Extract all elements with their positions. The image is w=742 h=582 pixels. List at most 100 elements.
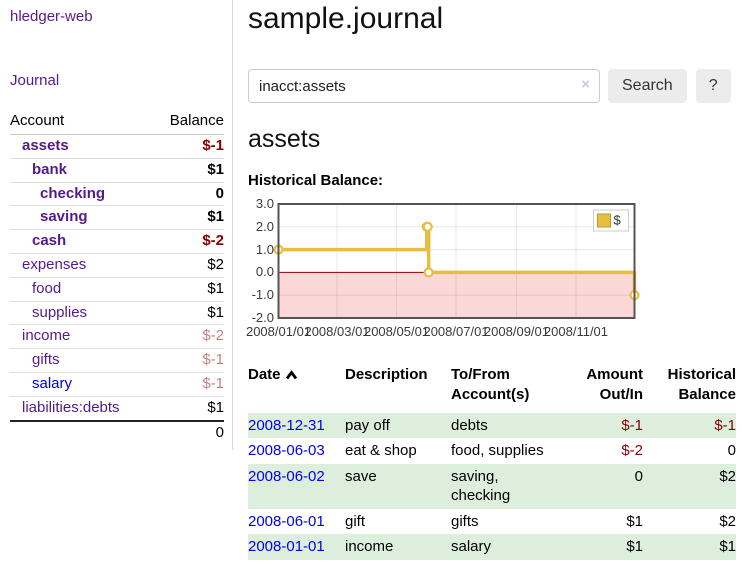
column-header-balance: Historical Balance bbox=[667, 366, 736, 404]
transaction-description: income bbox=[345, 538, 394, 555]
transaction-balance: $2 bbox=[719, 512, 736, 530]
account-balance: $1 bbox=[207, 208, 224, 226]
y-tick-label: 2.0 bbox=[255, 218, 274, 234]
column-header-date-label: Date bbox=[248, 366, 281, 383]
register-row: 2008-12-31 pay off debts $-1 $-1 bbox=[248, 412, 736, 438]
y-tick-label: 0.0 bbox=[255, 264, 274, 280]
register-table: Date Description To/From Account(s) Amoun… bbox=[248, 365, 736, 560]
transaction-description: eat & shop bbox=[345, 442, 417, 459]
transaction-date-link[interactable]: 2008-06-03 bbox=[248, 442, 325, 459]
account-row: food $1 bbox=[10, 278, 224, 302]
negative-region bbox=[278, 272, 635, 318]
account-row: bank $1 bbox=[10, 159, 224, 183]
x-tick-label: 2008/11/01 bbox=[543, 324, 609, 339]
sidebar-item-journal[interactable]: Journal bbox=[10, 72, 60, 89]
register-row: 2008-06-02 save saving, checking 0 $2 bbox=[248, 463, 736, 509]
account-balance: $1 bbox=[207, 279, 224, 297]
accounts-total-row: 0 bbox=[10, 419, 224, 445]
y-tick-label: -1.0 bbox=[251, 287, 274, 303]
account-balance: $2 bbox=[207, 255, 224, 273]
register-header-row: Date Description To/From Account(s) Amoun… bbox=[248, 365, 736, 413]
account-balance: 0 bbox=[215, 184, 224, 202]
accounts-total-value: 0 bbox=[215, 423, 224, 441]
balance-column-header: Balance bbox=[169, 112, 224, 129]
account-row: liabilities:debts $1 bbox=[10, 397, 224, 420]
account-row: saving $1 bbox=[10, 206, 224, 231]
column-header-date[interactable]: Date bbox=[248, 365, 345, 413]
search-box: × bbox=[248, 69, 600, 103]
account-row: checking 0 bbox=[10, 183, 224, 207]
account-balance: $1 bbox=[207, 303, 224, 321]
account-link-checking[interactable]: checking bbox=[40, 184, 106, 202]
transaction-description: save bbox=[345, 467, 377, 485]
transaction-accounts: saving, checking bbox=[451, 467, 511, 505]
transaction-amount: $-1 bbox=[621, 416, 643, 434]
app-title-link[interactable]: hledger-web bbox=[10, 8, 93, 25]
account-heading: assets bbox=[248, 125, 321, 153]
account-link-bank[interactable]: bank bbox=[32, 160, 68, 178]
account-link-salary[interactable]: salary bbox=[32, 374, 73, 392]
transaction-balance: $2 bbox=[719, 467, 736, 485]
account-link-supplies[interactable]: supplies bbox=[32, 303, 88, 321]
transaction-accounts: debts bbox=[451, 416, 488, 434]
account-balance: $1 bbox=[207, 398, 224, 416]
account-balance: $-2 bbox=[202, 327, 224, 345]
transaction-date-link[interactable]: 2008-12-31 bbox=[248, 416, 325, 434]
account-link-expenses[interactable]: expenses bbox=[22, 255, 87, 273]
account-balance: $-1 bbox=[202, 137, 224, 154]
transaction-amount: $1 bbox=[626, 512, 643, 530]
search-button[interactable]: Search bbox=[608, 69, 687, 103]
chart-border bbox=[277, 203, 636, 319]
account-column-header: Account bbox=[10, 112, 65, 129]
column-header-description: Description bbox=[345, 366, 428, 383]
transaction-amount: $-2 bbox=[621, 442, 643, 459]
transaction-accounts: food, supplies bbox=[451, 442, 544, 459]
column-header-accounts: To/From Account(s) bbox=[451, 366, 530, 404]
register-row: 2008-06-03 eat & shop food, supplies $-2… bbox=[248, 438, 736, 464]
clear-search-icon[interactable]: × bbox=[581, 76, 590, 93]
transaction-amount: $1 bbox=[626, 538, 643, 555]
search-input[interactable] bbox=[248, 69, 600, 103]
account-link-liabilities-debts[interactable]: liabilities:debts bbox=[22, 398, 120, 416]
account-row: expenses $2 bbox=[10, 254, 224, 278]
sort-ascending-icon bbox=[285, 370, 297, 380]
data-point-marker[interactable] bbox=[423, 267, 434, 278]
app-root: hledger-web Journal Account Balance asse… bbox=[0, 0, 742, 560]
account-link-gifts[interactable]: gifts bbox=[32, 351, 60, 369]
transaction-accounts: salary bbox=[451, 538, 492, 555]
account-link-food[interactable]: food bbox=[32, 279, 62, 297]
transaction-date-link[interactable]: 2008-01-01 bbox=[248, 538, 325, 555]
transaction-balance: $1 bbox=[719, 538, 736, 555]
account-link-saving[interactable]: saving bbox=[40, 208, 88, 226]
search-form: × Search ? bbox=[248, 69, 736, 103]
legend-label: $ bbox=[614, 213, 622, 228]
balance-chart-canvas: $ bbox=[273, 203, 640, 319]
account-row: supplies $1 bbox=[10, 302, 224, 326]
account-balance: $-1 bbox=[202, 374, 224, 392]
account-row: gifts $-1 bbox=[10, 349, 224, 373]
y-tick-label: -2.0 bbox=[251, 310, 274, 325]
x-tick-label: 2008/07/01 bbox=[423, 324, 489, 339]
account-row: cash $-2 bbox=[10, 230, 224, 254]
sidebar: hledger-web Journal Account Balance asse… bbox=[0, 0, 233, 451]
account-link-income[interactable]: income bbox=[22, 327, 71, 345]
data-point-marker[interactable] bbox=[422, 221, 433, 232]
page-title: sample.journal bbox=[248, 2, 444, 35]
legend-swatch-icon bbox=[597, 213, 611, 228]
accounts-table: Account Balance assets $-1 bank $1 check… bbox=[10, 110, 224, 444]
account-balance: $-2 bbox=[202, 232, 224, 250]
transaction-balance: $-1 bbox=[714, 416, 736, 434]
account-row: income $-2 bbox=[10, 325, 224, 350]
accounts-table-header: Account Balance bbox=[10, 110, 224, 135]
transaction-amount: 0 bbox=[634, 467, 643, 485]
transaction-date-link[interactable]: 2008-06-01 bbox=[248, 512, 325, 530]
account-link-cash[interactable]: cash bbox=[32, 232, 67, 250]
historical-balance-chart: $ 3.0 2.0 1.0 0.0 -1.0 -2.0 2008/01/01 2008/03/… bbox=[246, 196, 640, 345]
chart-title: Historical Balance: bbox=[248, 172, 384, 189]
transaction-description: gift bbox=[345, 512, 366, 530]
account-link-assets[interactable]: assets bbox=[22, 137, 69, 154]
transaction-date-link[interactable]: 2008-06-02 bbox=[248, 467, 325, 485]
search-help-button[interactable]: ? bbox=[695, 69, 731, 103]
main-content: sample.journal × Search ? assets Histori… bbox=[233, 0, 742, 560]
account-balance: $-1 bbox=[202, 351, 224, 369]
